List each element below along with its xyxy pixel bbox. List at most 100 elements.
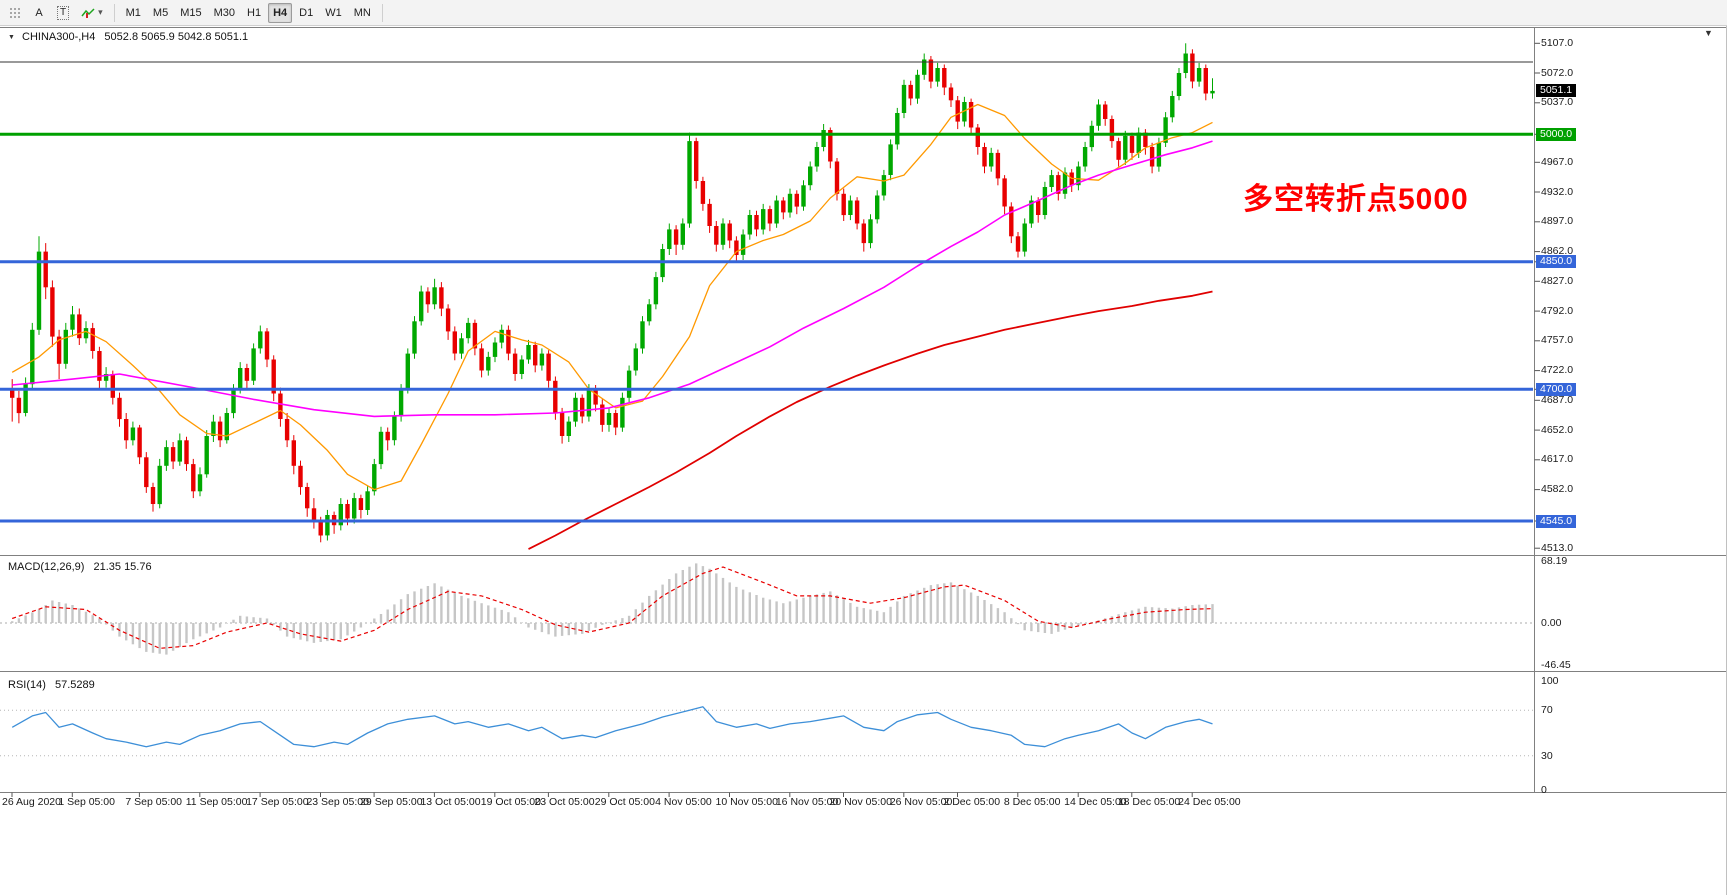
price-label: 4967.0 — [1541, 155, 1574, 168]
price-label: 4617.0 — [1541, 453, 1574, 466]
rsi-axis-label: 100 — [1541, 675, 1559, 687]
price-line-label: 4545.0 — [1536, 514, 1577, 528]
candles — [10, 43, 1215, 543]
price-label: 4513.0 — [1541, 541, 1574, 554]
time-label: 26 Aug 2020 — [2, 796, 61, 808]
horizontal-lines — [0, 61, 1533, 523]
timeframe-mn-button[interactable]: MN — [353, 6, 371, 19]
timeframe-d1-button[interactable]: D1 — [299, 6, 314, 19]
macd-splitter[interactable] — [0, 554, 1534, 558]
price-label: 5072.0 — [1541, 66, 1574, 79]
time-label: 18 Dec 05:00 — [1117, 796, 1181, 808]
timeframe-m1-button[interactable]: M1 — [125, 6, 141, 19]
time-label: 2 Dec 05:00 — [943, 796, 1001, 808]
ma-medium — [12, 140, 1213, 418]
rsi-axis-label: 70 — [1541, 704, 1553, 717]
time-label: 17 Sep 05:00 — [246, 796, 309, 808]
time-label: 1 Sep 05:00 — [58, 796, 115, 808]
price-label: 4687.0 — [1541, 393, 1574, 406]
price-label: 4722.0 — [1541, 364, 1574, 377]
text-frame-glyph: T — [57, 5, 70, 20]
rsi-axis-label: 0 — [1541, 784, 1547, 796]
price-label: 4897.0 — [1541, 215, 1574, 228]
macd-axis-label: 68.19 — [1541, 555, 1568, 568]
ma-slow — [528, 290, 1213, 550]
price-axis[interactable]: 5107.0 5072.0 5037.0 5000.0 4967.0 4932.0 4897… — [1534, 28, 1724, 555]
macd-plot — [0, 563, 1533, 655]
timeframe-m30-button[interactable]: M30 — [213, 6, 236, 19]
price-line-label: 5000.0 — [1536, 127, 1577, 141]
price-label: 4792.0 — [1541, 304, 1574, 317]
price-label: 4827.0 — [1541, 274, 1574, 287]
time-label: 7 Sep 05:00 — [125, 796, 183, 808]
toolbar-handle-icon[interactable] — [4, 3, 26, 23]
timeframe-buttons: M1 M5 M15 M30 H1 H4 D1 W1 MN — [120, 2, 377, 23]
rsi-axis-label: 30 — [1541, 749, 1553, 762]
collapse-arrow-icon[interactable]: ▼ — [8, 34, 15, 41]
price-label: 4652.0 — [1541, 423, 1574, 436]
rsi-line — [11, 706, 1213, 748]
toolbar-separator — [381, 3, 383, 22]
time-label: 13 Oct 05:00 — [420, 796, 481, 808]
rsi-splitter[interactable] — [0, 670, 1534, 674]
ma-fast — [11, 103, 1213, 491]
chart-ohlc-values: 5052.8 5065.9 5042.8 5051.1 — [104, 31, 249, 43]
macd-axis[interactable]: 68.19 0.00 -46.45 — [1534, 555, 1724, 671]
time-axis[interactable]: 26 Aug 2020 1 Sep 05:00 7 Sep 05:00 11 Sep … — [0, 793, 1534, 813]
price-label: 4932.0 — [1541, 185, 1574, 198]
timeframe-w1-button[interactable]: W1 — [325, 6, 342, 19]
chart-shift-marker-icon: ▼ — [1704, 28, 1713, 38]
price-label: 4757.0 — [1541, 334, 1574, 347]
dropdown-arrow-icon: ▾ — [98, 7, 103, 17]
time-label: 10 Nov 05:00 — [715, 796, 778, 808]
timeframe-h1-button[interactable]: H1 — [247, 6, 262, 19]
time-label: 4 Nov 05:00 — [655, 796, 712, 808]
price-label: 5107.0 — [1541, 36, 1574, 49]
time-label: 26 Nov 05:00 — [889, 796, 953, 808]
time-label: 23 Oct 05:00 — [534, 796, 595, 808]
rsi-value: 57.5289 — [54, 679, 95, 691]
time-label: 11 Sep 05:00 — [185, 796, 248, 808]
macd-label: MACD(12,26,9) — [8, 561, 85, 573]
timeframe-h4-button[interactable]: H4 — [268, 2, 293, 23]
text-label-glyph: A — [35, 6, 43, 19]
time-label: 29 Oct 05:00 — [594, 796, 655, 808]
time-label: 24 Dec 05:00 — [1178, 796, 1241, 808]
chart-symbol-period: CHINA300-,H4 — [22, 31, 96, 43]
dots-grid-icon — [10, 7, 20, 18]
time-label: 19 Oct 05:00 — [480, 796, 541, 808]
indicators-button[interactable]: ▾ — [76, 3, 108, 23]
toolbar: A T ▾ M1 M5 M15 M30 H1 H4 D1 W1 MN — [0, 0, 1727, 26]
chart-title: ▼ CHINA300-,H4 5052.8 5065.9 5042.8 5051… — [8, 31, 254, 43]
time-label: 20 Nov 05:00 — [829, 796, 892, 808]
indicators-icon — [81, 7, 95, 18]
rsi-plot — [0, 706, 1533, 757]
price-label: 4862.0 — [1541, 245, 1574, 258]
price-line-label: 4700.0 — [1536, 382, 1577, 396]
time-label: 29 Sep 05:00 — [360, 796, 423, 808]
current-price-label: 5051.1 — [1536, 84, 1577, 98]
macd-axis-label: 0.00 — [1541, 617, 1562, 630]
text-frame-tool-button[interactable]: T — [52, 3, 74, 23]
time-label: 16 Nov 05:00 — [775, 796, 839, 808]
time-label: 14 Dec 05:00 — [1064, 796, 1127, 808]
price-label: 5037.0 — [1541, 96, 1574, 109]
price-label: 4582.0 — [1541, 483, 1574, 496]
timeframe-m15-button[interactable]: M15 — [180, 6, 202, 19]
timeframe-m5-button[interactable]: M5 — [152, 6, 169, 19]
toolbar-separator — [113, 3, 115, 22]
rsi-axis[interactable]: 100 70 30 0 — [1534, 675, 1724, 796]
annotation-text: 多空转折点5000 — [1243, 183, 1469, 216]
time-label: 8 Dec 05:00 — [1003, 796, 1061, 808]
price-line-label: 4850.0 — [1536, 255, 1577, 269]
macd-signal-line — [12, 566, 1213, 649]
text-label-tool-button[interactable]: A — [28, 3, 50, 23]
rsi-label: RSI(14) — [8, 679, 46, 691]
rsi-title: RSI(14) 57.5289 — [8, 679, 101, 691]
macd-axis-label: -46.45 — [1541, 658, 1571, 671]
macd-values: 21.35 15.76 — [93, 561, 152, 573]
time-label: 23 Sep 05:00 — [306, 796, 369, 808]
